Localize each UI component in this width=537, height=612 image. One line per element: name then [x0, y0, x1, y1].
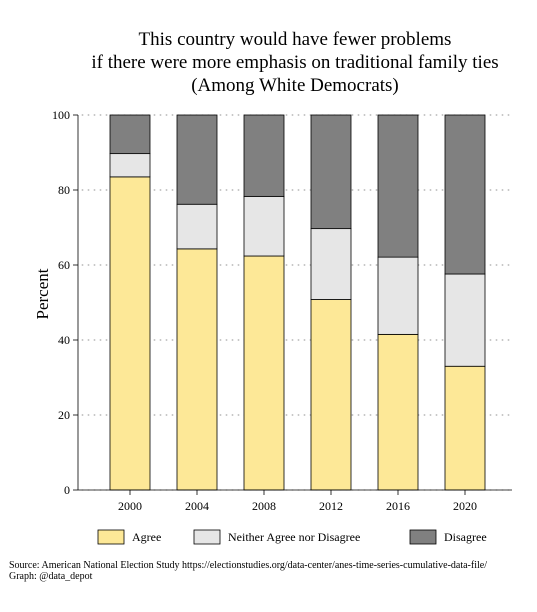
chart-title-line-2: if there were more emphasis on tradition… [91, 52, 498, 73]
legend-swatch-neither-agree-nor-disagree [193, 529, 221, 545]
bar-2016-disagree [377, 114, 419, 258]
bar-2016-agree [377, 333, 419, 491]
y-tick-label-0: 0 [64, 483, 70, 497]
bar-2004-disagree [176, 114, 218, 205]
bar-2000-agree [109, 176, 151, 491]
bar-2008-disagree [243, 114, 285, 197]
plot-area: 2000 2004 2008 2012 2016 2020 0 20 40 60 80 100 [52, 108, 513, 513]
bar-2008-neither-agree-nor-disagree [243, 195, 285, 257]
bar-2012-agree [310, 299, 352, 491]
source-line-2: Graph: @data_depot [9, 571, 93, 582]
x-tick-label-2016: 2016 [386, 499, 410, 513]
bar-2020-disagree [444, 114, 486, 275]
x-tick-label-2008: 2008 [252, 499, 276, 513]
bar-2004-neither-agree-nor-disagree [176, 203, 218, 250]
bar-2012-neither-agree-nor-disagree [310, 228, 352, 300]
bar-2016-neither-agree-nor-disagree [377, 256, 419, 335]
chart-title: This country would have fewer problems i… [91, 29, 498, 96]
x-tick-label-2020: 2020 [453, 499, 477, 513]
source-line-1: Source: American National Election Study… [9, 560, 487, 571]
chart-title-line-3: (Among White Democrats) [191, 75, 399, 96]
x-tick-label-2004: 2004 [185, 499, 209, 513]
bar-2000-disagree [109, 114, 151, 155]
y-tick-label-80: 80 [58, 183, 70, 197]
y-tick-label-100: 100 [52, 108, 70, 122]
bar-2020-neither-agree-nor-disagree [444, 273, 486, 367]
y-axis-label: Percent [33, 268, 52, 319]
bar-2020-agree [444, 365, 486, 491]
legend-label-disagree: Disagree [444, 530, 487, 544]
y-tick-label-20: 20 [58, 408, 70, 422]
legend-label-neither-agree-nor-disagree: Neither Agree nor Disagree [228, 530, 360, 544]
bar-2008-agree [243, 255, 285, 491]
legend-swatch-disagree [409, 529, 437, 545]
legend-label-agree: Agree [132, 530, 161, 544]
x-tick-label-2000: 2000 [118, 499, 142, 513]
x-tick-label-2012: 2012 [319, 499, 343, 513]
legend: Agree Neither Agree nor Disagree Disagree [97, 529, 487, 545]
bar-2000-neither-agree-nor-disagree [109, 153, 151, 178]
legend-swatch-agree [97, 529, 125, 545]
y-tick-label-60: 60 [58, 258, 70, 272]
source-note: Source: American National Election Study… [9, 560, 487, 582]
chart-title-line-1: This country would have fewer problems [139, 29, 452, 50]
bar-2012-disagree [310, 114, 352, 230]
y-tick-label-40: 40 [58, 333, 70, 347]
bar-2004-agree [176, 248, 218, 491]
